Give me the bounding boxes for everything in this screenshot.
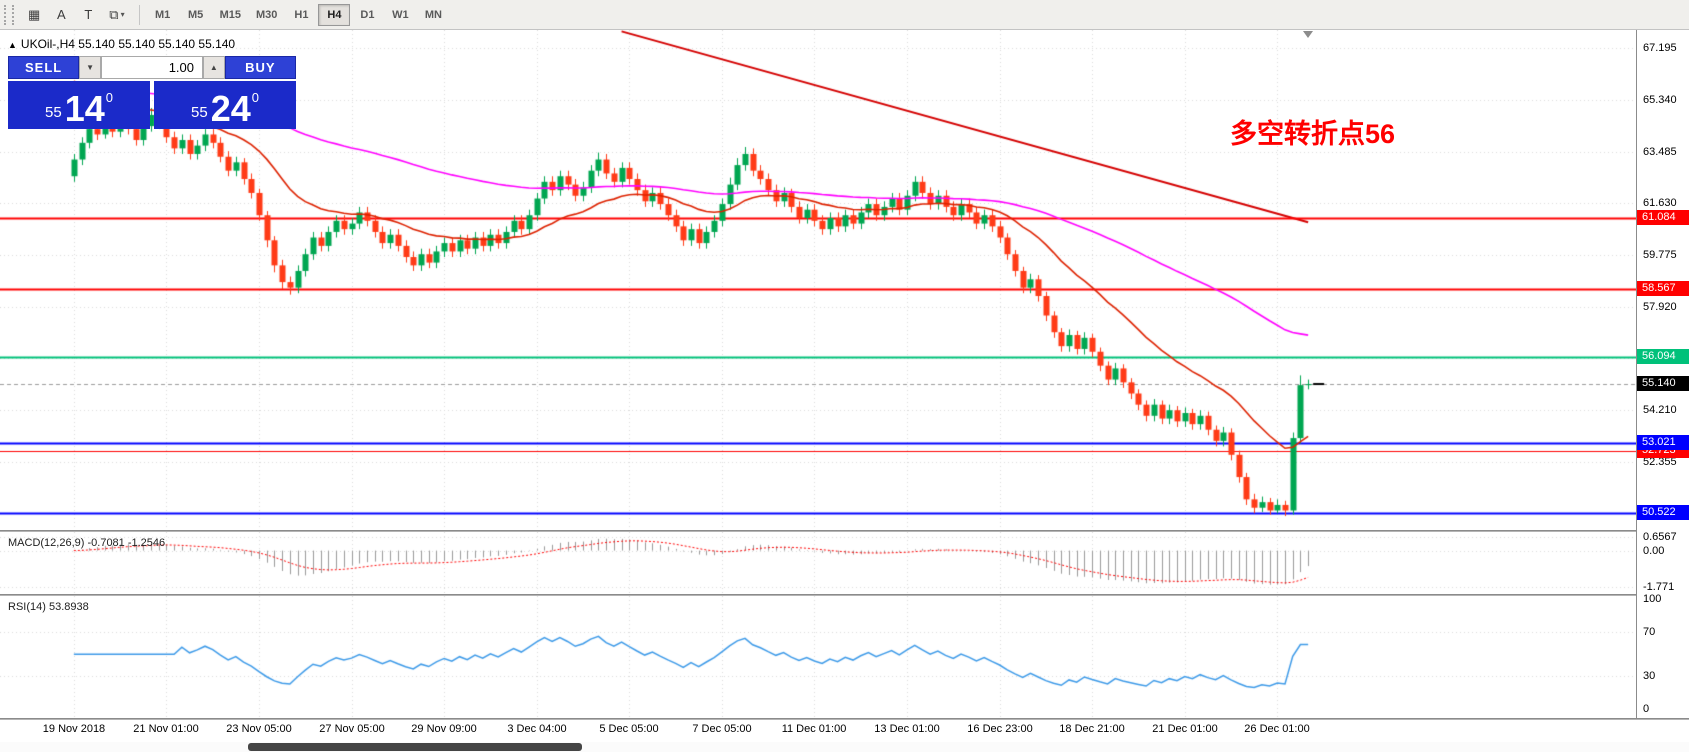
rsi-header: RSI(14) 53.8938 [8, 601, 89, 613]
macd-indicator-chart[interactable] [0, 532, 1636, 594]
bid-price-display[interactable]: 55 14 0 [8, 81, 150, 129]
time-tick-label: 18 Dec 21:00 [1059, 723, 1125, 735]
timeframe-button-m30[interactable]: M30 [249, 4, 284, 26]
timeframe-button-d1[interactable]: D1 [351, 4, 383, 26]
time-tick-label: 11 Dec 01:00 [781, 723, 847, 735]
timeframe-button-h1[interactable]: H1 [285, 4, 317, 26]
volume-input[interactable] [101, 56, 203, 79]
collapse-panel-icon[interactable]: ▲ [8, 40, 17, 50]
rsi-tick-label: 0 [1643, 703, 1650, 715]
ask-price-point: 0 [251, 90, 259, 105]
buy-button[interactable]: BUY [224, 56, 296, 79]
macd-tick-label: -1.771 [1643, 581, 1675, 593]
time-tick-label: 13 Dec 01:00 [874, 723, 940, 735]
rsi-indicator-chart[interactable] [0, 596, 1636, 718]
rsi-tick-label: 30 [1643, 670, 1656, 682]
time-tick-label: 7 Dec 05:00 [692, 723, 752, 735]
rsi-value: 53.8938 [48, 601, 89, 613]
macd-header: MACD(12,26,9) -0.7081 -1.2546 [8, 537, 165, 549]
chart-scrollbar-handle[interactable] [248, 743, 582, 751]
price-axis[interactable]: 67.195 65.340 63.485 61.630 59.775 57.920 54.2… [1636, 30, 1689, 718]
price-tick-label: 52.355 [1643, 456, 1677, 468]
time-tick-label: 21 Nov 01:00 [133, 723, 199, 735]
sell-button[interactable]: SELL [8, 56, 80, 79]
volume-decrease-button[interactable]: ▼ [79, 56, 101, 79]
time-tick-label: 3 Dec 04:00 [507, 723, 567, 735]
bid-price-major: 55 [45, 104, 62, 121]
one-click-trade-panel: SELL ▼ ▲ BUY 55 14 0 55 24 0 [8, 56, 296, 129]
timeframe-button-m1[interactable]: M1 [147, 4, 179, 26]
panel-separator-rsi[interactable] [0, 594, 1689, 596]
rsi-tick-label: 100 [1643, 593, 1662, 605]
current-price-badge: 55.140 [1637, 376, 1689, 391]
price-tick-label: 65.340 [1643, 94, 1677, 106]
objects-tool-icon[interactable]: ⧉ ▾ [102, 4, 131, 26]
volume-increase-button[interactable]: ▲ [203, 56, 225, 79]
time-tick-label: 19 Nov 2018 [42, 723, 106, 735]
ask-price-display[interactable]: 55 24 0 [154, 81, 296, 129]
chart-shift-marker-icon[interactable] [1303, 31, 1313, 38]
level-price-badge: 58.567 [1637, 281, 1689, 296]
price-tick-label: 61.630 [1643, 197, 1677, 209]
time-axis-border [0, 718, 1689, 720]
time-tick-label: 16 Dec 23:00 [967, 723, 1033, 735]
timeframe-bar: M1 M5 M15 M30 H1 H4 D1 W1 MN [147, 3, 450, 26]
time-tick-label: 27 Nov 05:00 [319, 723, 385, 735]
rsi-tick-label: 70 [1643, 626, 1656, 638]
ask-price-pips: 24 [210, 88, 251, 130]
timeframe-button-w1[interactable]: W1 [384, 4, 416, 26]
time-axis[interactable]: 19 Nov 2018 21 Nov 01:00 23 Nov 05:00 27 No… [0, 720, 1636, 740]
timeframe-button-m15[interactable]: M15 [213, 4, 248, 26]
price-tick-label: 59.775 [1643, 249, 1677, 261]
price-tick-label: 57.920 [1643, 301, 1677, 313]
price-tick-label: 67.195 [1643, 42, 1677, 54]
toolbar-grip[interactable] [4, 4, 14, 25]
chart-region: ▲ UKOil-,H4 55.140 55.140 55.140 55.140 S… [0, 30, 1689, 752]
ask-price-major: 55 [191, 104, 208, 121]
chart-list-icon[interactable]: ▦ [21, 4, 47, 26]
timeframe-button-mn[interactable]: MN [417, 4, 449, 26]
price-tick-label: 63.485 [1643, 146, 1677, 158]
rsi-title: RSI(14) [8, 601, 46, 613]
bid-price-pips: 14 [64, 88, 105, 130]
text-label-tool-icon[interactable]: T [75, 4, 101, 26]
level-price-badge: 56.094 [1637, 349, 1689, 364]
toolbar: ▦ A T ⧉ ▾ M1 M5 M15 M30 H1 H4 D1 W1 MN [0, 0, 1689, 30]
panel-separator-macd[interactable] [0, 530, 1689, 532]
level-price-badge: 50.522 [1637, 505, 1689, 520]
timeframe-button-m5[interactable]: M5 [180, 4, 212, 26]
symbol-name: UKOil-,H4 [20, 37, 75, 51]
toolbar-separator [138, 4, 140, 25]
macd-values: -0.7081 -1.2546 [87, 537, 166, 549]
chart-annotation-text[interactable]: 多空转折点56 [1230, 119, 1396, 149]
timeframe-button-h4[interactable]: H4 [318, 3, 351, 26]
time-tick-label: 21 Dec 01:00 [1152, 723, 1218, 735]
toolbar-tools: ▦ A T ⧉ ▾ [21, 4, 132, 26]
level-price-badge: 53.021 [1637, 435, 1689, 450]
macd-tick-label: 0.00 [1643, 545, 1665, 557]
dropdown-arrow-icon: ▾ [120, 10, 125, 19]
time-tick-label: 5 Dec 05:00 [599, 723, 659, 735]
macd-tick-label: 0.6567 [1643, 531, 1677, 543]
time-tick-label: 26 Dec 01:00 [1244, 723, 1310, 735]
price-tick-label: 54.210 [1643, 404, 1677, 416]
level-price-badge: 61.084 [1637, 210, 1689, 225]
macd-title: MACD(12,26,9) [8, 537, 85, 549]
ohlc-values: 55.140 55.140 55.140 55.140 [78, 37, 236, 51]
bid-price-point: 0 [105, 90, 113, 105]
time-tick-label: 23 Nov 05:00 [226, 723, 292, 735]
chart-ohlc-header: ▲ UKOil-,H4 55.140 55.140 55.140 55.140 [8, 37, 235, 51]
time-tick-label: 29 Nov 09:00 [411, 723, 477, 735]
chart-scrollbar-track[interactable] [0, 742, 1689, 752]
font-tool-icon[interactable]: A [48, 4, 74, 26]
